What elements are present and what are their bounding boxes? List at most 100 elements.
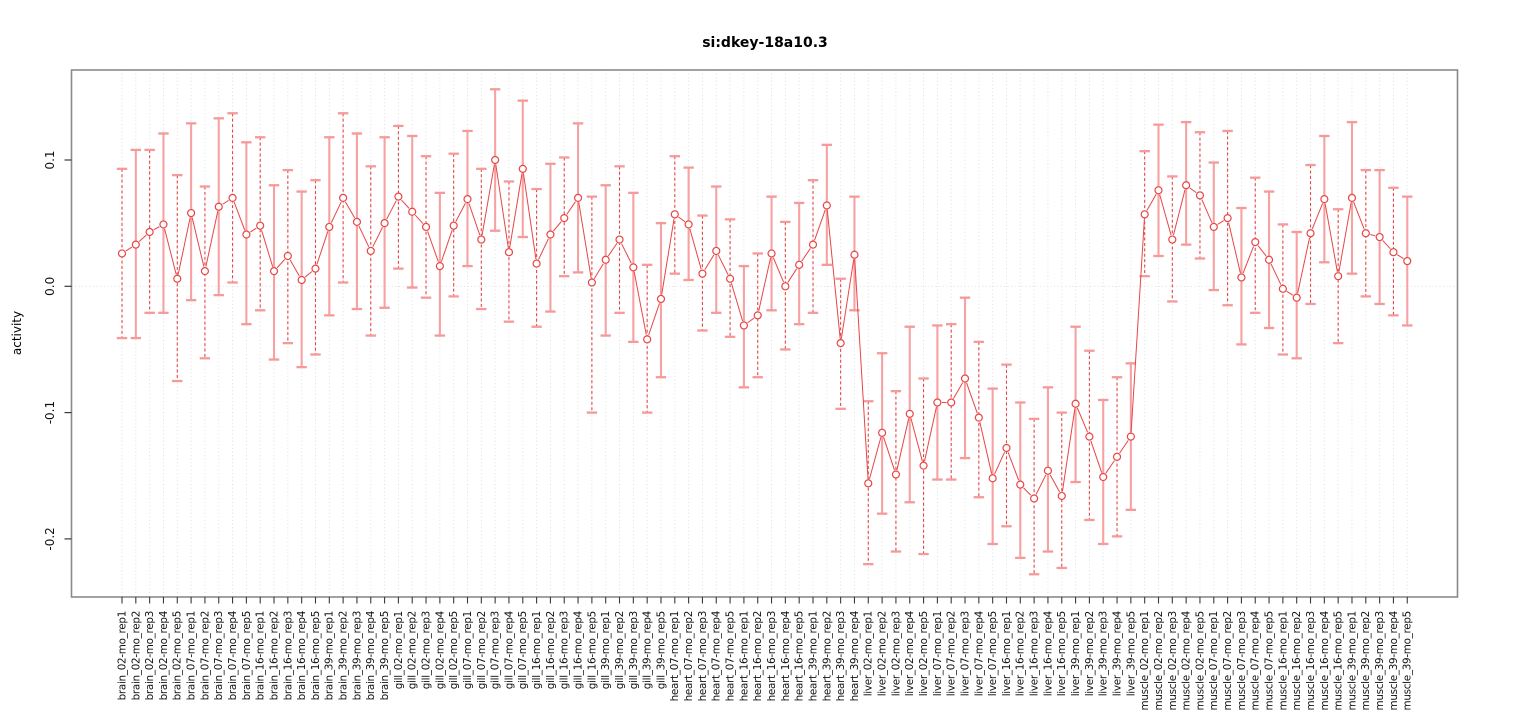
- x-tick-label: gill_39-mo_rep4: [642, 610, 654, 689]
- series-connector: [538, 238, 549, 260]
- x-tick-label: liver_16-mo_rep3: [1029, 611, 1041, 696]
- data-point: [1112, 452, 1122, 461]
- series-connector: [607, 243, 618, 257]
- series-connector: [678, 216, 686, 223]
- x-tick-label: muscle_02-mo_rep4: [1181, 610, 1193, 710]
- series-connector: [249, 227, 257, 233]
- series-connector: [758, 257, 772, 311]
- data-point: [1168, 235, 1177, 244]
- series-connector: [552, 221, 562, 232]
- series-connector: [826, 209, 841, 339]
- data-point: [601, 255, 610, 264]
- series-connector: [953, 382, 964, 399]
- data-point: [242, 230, 251, 239]
- x-tick-label: liver_02-mo_rep5: [918, 611, 930, 696]
- x-tick-label: heart_07-mo_rep1: [669, 611, 681, 701]
- data-point: [311, 264, 320, 273]
- series-connector: [414, 214, 424, 224]
- series-connector: [1286, 290, 1294, 296]
- data-point: [877, 428, 887, 437]
- series-connector: [1130, 218, 1145, 433]
- series-connector: [689, 228, 702, 270]
- data-point: [518, 164, 527, 173]
- x-tick-label: liver_39-mo_rep2: [1084, 611, 1096, 696]
- x-tick-label: heart_39-mo_rep2: [821, 611, 833, 701]
- series-connector: [468, 203, 481, 236]
- data-point: [1126, 432, 1135, 441]
- x-tick-label: muscle_39-mo_rep1: [1346, 611, 1358, 711]
- data-point: [1057, 491, 1066, 501]
- series-connector: [233, 202, 246, 231]
- x-tick-label: gill_07-mo_rep5: [517, 611, 529, 689]
- data-point: [131, 240, 140, 249]
- x-tick-label: muscle_02-mo_rep2: [1153, 611, 1165, 711]
- y-tick-label: 0.1: [43, 150, 57, 169]
- x-tick-label: brain_16-mo_rep4: [296, 610, 308, 700]
- series-connector: [125, 246, 133, 252]
- series-connector: [495, 164, 509, 248]
- data-point: [339, 193, 348, 202]
- series-connector: [1201, 199, 1213, 223]
- x-tick-label: brain_02-mo_rep4: [158, 610, 170, 700]
- data-point: [394, 192, 403, 201]
- x-tick-label: brain_02-mo_rep2: [130, 611, 142, 700]
- x-tick-label: brain_02-mo_rep1: [116, 611, 128, 700]
- data-point: [421, 222, 431, 232]
- series-connector: [854, 259, 869, 479]
- x-tick-label: gill_02-mo_rep5: [448, 611, 460, 689]
- data-point: [960, 374, 970, 383]
- data-point: [850, 250, 859, 259]
- data-point: [1223, 213, 1232, 223]
- series-connector: [1061, 408, 1076, 492]
- series-connector: [814, 209, 826, 241]
- x-tick-label: gill_39-mo_rep3: [628, 611, 640, 689]
- series-connector: [1311, 203, 1324, 230]
- x-tick-label: gill_02-mo_rep4: [434, 610, 446, 689]
- series-connector: [522, 173, 537, 260]
- series-connector: [191, 217, 205, 267]
- data-point: [1209, 222, 1218, 232]
- y-tick-label: -0.2: [43, 527, 57, 550]
- series-connector: [222, 199, 229, 205]
- data-point: [269, 267, 279, 276]
- series-connector: [924, 406, 937, 462]
- data-point: [352, 217, 362, 226]
- series-connector: [177, 217, 191, 275]
- x-tick-label: gill_16-mo_rep1: [531, 611, 543, 689]
- x-tick-label: brain_02-mo_rep5: [172, 611, 184, 700]
- data-point: [145, 227, 154, 237]
- x-tick-label: liver_02-mo_rep3: [890, 611, 902, 696]
- x-tick-label: heart_16-mo_rep4: [780, 610, 792, 701]
- series-connector: [440, 229, 453, 262]
- data-point: [1154, 186, 1163, 195]
- series-connector: [1242, 246, 1255, 274]
- series-connector: [386, 200, 397, 220]
- x-tick-label: muscle_39-mo_rep5: [1402, 611, 1414, 711]
- series-connector: [1172, 189, 1186, 236]
- series-connector: [316, 231, 329, 265]
- series-connector: [1338, 202, 1352, 272]
- data-point: [1278, 284, 1287, 293]
- x-tick-label: gill_39-mo_rep2: [614, 611, 626, 689]
- x-tick-label: brain_02-mo_rep3: [144, 611, 156, 700]
- data-point: [200, 267, 210, 276]
- x-tick-label: heart_16-mo_rep1: [738, 611, 750, 701]
- x-tick-label: gill_39-mo_rep5: [655, 611, 667, 689]
- x-tick-label: liver_02-mo_rep2: [877, 611, 889, 696]
- x-tick-label: muscle_07-mo_rep1: [1208, 611, 1220, 711]
- series-connector: [164, 228, 177, 275]
- series-connector: [138, 234, 147, 242]
- series-connector: [372, 227, 383, 248]
- data-point: [325, 222, 334, 232]
- data-point: [615, 235, 624, 244]
- series-connector: [896, 418, 910, 471]
- x-tick-label: muscle_02-mo_rep5: [1194, 611, 1206, 711]
- x-tick-label: muscle_07-mo_rep5: [1263, 611, 1275, 711]
- data-point: [449, 221, 458, 230]
- data-point: [173, 274, 182, 283]
- x-tick-label: liver_07-mo_rep4: [973, 610, 985, 696]
- series-connector: [304, 271, 313, 278]
- series-connector: [205, 211, 219, 267]
